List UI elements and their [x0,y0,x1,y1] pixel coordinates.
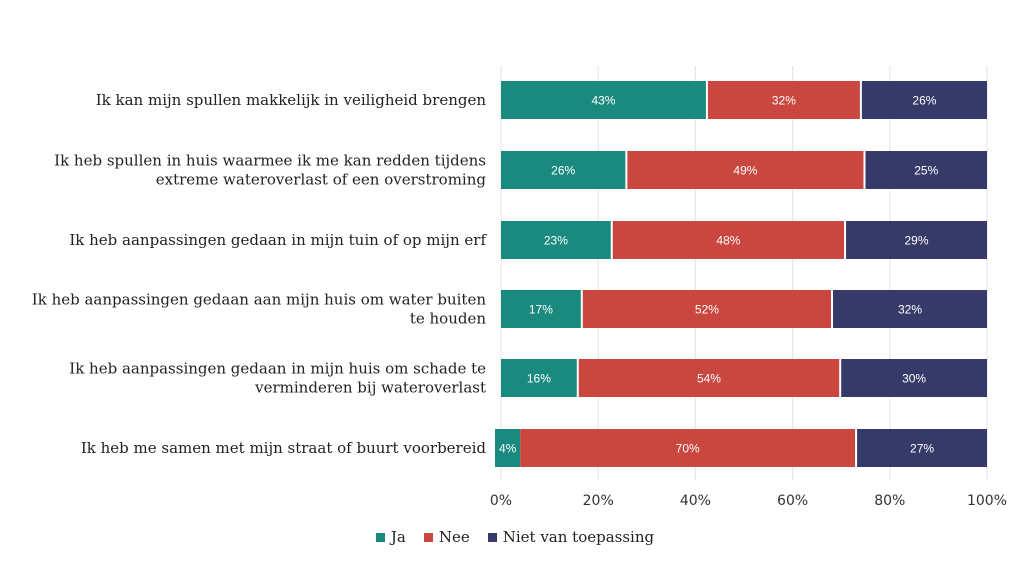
data-label: 48% [716,234,740,248]
x-tick-label: 100% [967,493,1007,509]
bar-nee [612,221,845,259]
data-label: 23% [544,234,568,248]
data-label: 32% [898,303,922,317]
data-label: 52% [695,303,719,317]
legend-label: Ja [390,528,406,546]
data-label: 32% [772,94,796,108]
data-label: 49% [733,164,757,178]
legend: Ja Nee Niet van toepassing [0,528,1030,546]
legend-swatch [423,532,433,542]
bar-niet-van-toepassing [865,151,987,189]
data-label: 27% [910,442,934,456]
legend-label: Nee [438,528,470,546]
data-label: 16% [527,372,551,386]
data-label: 43% [591,94,615,108]
legend-item: Niet van toepassing [487,528,655,546]
data-label: 25% [914,164,938,178]
category-label: verminderen bij wateroverlast [254,379,486,397]
bar-ja [501,81,706,119]
category-label: extreme wateroverlast of een overstromin… [156,171,487,189]
data-label: 70% [676,442,700,456]
bar-nee [578,359,840,397]
x-tick-label: 20% [583,493,614,509]
x-tick-label: 0% [490,493,512,509]
data-label: 26% [912,94,936,108]
gridlines [500,66,988,480]
category-label: Ik kan mijn spullen makkelijk in veiligh… [96,91,487,109]
x-tick-label: 60% [777,493,808,509]
bar-ja [495,429,521,467]
bar-ja [501,221,611,259]
data-label: 4% [499,442,517,456]
bar-niet-van-toepassing [833,290,987,328]
bar-nee [582,290,832,328]
category-label: Ik heb me samen met mijn straat of buurt… [81,439,487,457]
data-label: 26% [551,164,575,178]
x-axis-ticks: 0% 20% 40% 60% 80% 100% [490,493,1007,509]
bar-niet-van-toepassing [857,429,987,467]
bars: 43% 32% 26% 26% 49% 25% 23% 48% 29% 17% 52% 32% 16% 5… [495,81,987,467]
category-label: Ik heb aanpassingen gedaan aan mijn huis… [32,291,487,309]
bar-niet-van-toepassing [846,221,987,259]
data-label: 17% [529,303,553,317]
legend-label: Niet van toepassing [502,528,655,546]
legend-item: Nee [423,528,470,546]
bar-niet-van-toepassing [841,359,987,397]
bar-nee [707,81,860,119]
x-tick-label: 40% [680,493,711,509]
bar-ja [501,151,626,189]
x-tick-label: 80% [874,493,905,509]
legend-swatch [487,532,497,542]
bar-nee [627,151,864,189]
category-label: Ik heb aanpassingen gedaan in mijn huis … [69,360,486,378]
data-label: 54% [697,372,721,386]
legend-item: Ja [375,528,406,546]
bar-niet-van-toepassing [861,81,987,119]
category-label: Ik heb aanpassingen gedaan in mijn tuin … [69,231,487,249]
legend-swatch [375,532,385,542]
bar-nee [520,429,856,467]
category-labels: Ik kan mijn spullen makkelijk in veiligh… [32,91,488,457]
category-label: te houden [410,310,487,328]
data-label: 30% [902,372,926,386]
category-label: Ik heb spullen in huis waarmee ik me kan… [54,152,486,170]
data-label: 29% [905,234,929,248]
bar-ja [501,290,581,328]
bar-ja [501,359,577,397]
